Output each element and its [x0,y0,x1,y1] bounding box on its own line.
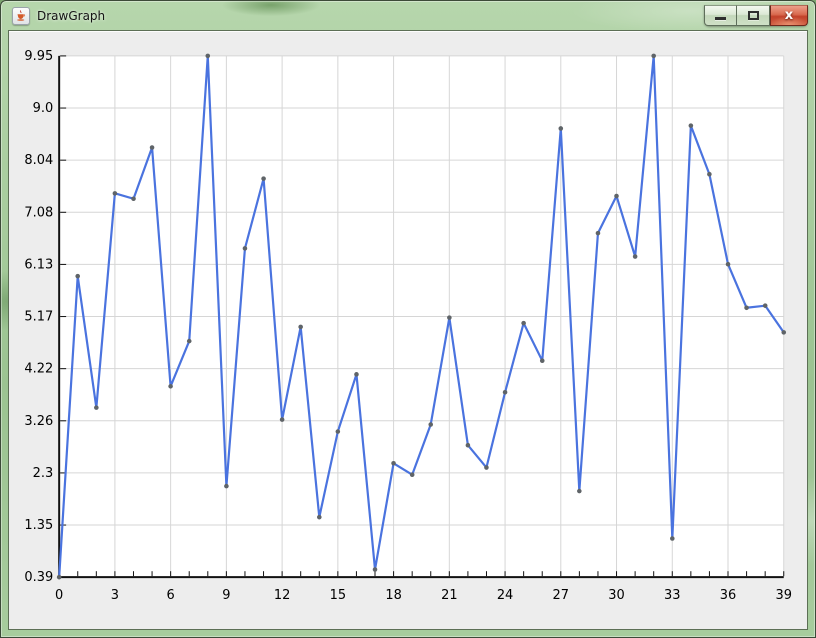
x-tick-label: 12 [274,588,290,603]
data-point [298,324,303,330]
data-point [744,305,749,311]
data-point [56,574,62,580]
data-point [688,123,694,128]
data-point [112,191,118,196]
x-tick-label: 36 [720,588,736,603]
data-point [725,261,731,267]
data-point [762,303,768,308]
data-point [614,193,619,199]
data-point [632,254,638,259]
data-line [58,54,785,579]
data-point [484,465,489,470]
data-point [75,273,80,279]
x-tick-label: 15 [330,588,346,603]
titlebar[interactable]: DrawGraph [2,2,814,30]
y-tick-label: 6.13 [24,257,53,272]
data-point [558,126,564,131]
data-point [707,171,712,177]
y-tick-label: 1.35 [24,518,53,533]
y-tick-label: 5.17 [24,310,53,325]
data-point [539,358,545,363]
maximize-icon [747,11,759,20]
data-point [186,338,192,344]
x-tick-label: 30 [608,588,624,603]
data-point [149,145,155,150]
data-point [577,488,582,494]
data-point [502,389,508,395]
data-point [595,230,601,236]
y-tick-label: 7.08 [24,205,53,220]
x-tick-label: 3 [111,588,119,603]
x-tick-label: 33 [664,588,680,603]
data-point [279,417,285,422]
minimize-button[interactable] [704,5,737,26]
x-tick-label: 0 [55,588,63,603]
chart-svg: 0.39 1.35 2.3 3.26 4.22 5.17 6.13 7.08 8.04 9.0 9.… [24,49,792,603]
y-tick-label: 2.3 [33,466,54,481]
data-point [317,514,322,520]
data-point [670,536,675,541]
data-point [354,372,359,377]
data-point [335,429,341,434]
x-tick-label: 39 [776,588,792,603]
data-point [168,384,173,389]
close-button[interactable]: x [770,5,808,26]
data-point [651,53,656,59]
x-tick-label: 6 [167,588,175,603]
data-point [391,460,396,466]
window-controls: x [704,5,808,26]
data-point [447,315,452,320]
x-tick-label: 24 [497,588,513,603]
data-point [409,472,415,478]
data-point [205,53,211,59]
data-point [242,246,248,251]
data-point [131,196,136,202]
x-tick-label: 21 [441,588,457,603]
minimize-icon [715,17,726,20]
y-tick-label: 3.26 [24,414,53,429]
maximize-button[interactable] [737,5,770,26]
x-tick-label: 9 [222,588,230,603]
data-point [372,567,378,572]
java-coffee-cup-icon[interactable] [12,7,30,25]
data-point [261,176,266,181]
data-point [465,442,471,448]
window-title: DrawGraph [37,9,106,23]
y-tick-label: 9.95 [24,49,53,64]
y-tick-label: 4.22 [24,362,53,377]
y-tick-label: 9.0 [33,101,54,116]
y-tick-label: 8.04 [24,153,53,168]
x-tick-label: 18 [385,588,401,603]
close-icon: x [784,8,794,23]
data-point [781,330,787,335]
data-point [521,320,526,326]
data-point [428,422,434,427]
data-point [94,405,99,410]
x-tick-label: 27 [553,588,569,603]
chart-panel: 0.39 1.35 2.3 3.26 4.22 5.17 6.13 7.08 8.04 9.0 9.… [8,30,808,630]
data-point [224,483,229,489]
y-tick-label: 0.39 [24,570,53,585]
